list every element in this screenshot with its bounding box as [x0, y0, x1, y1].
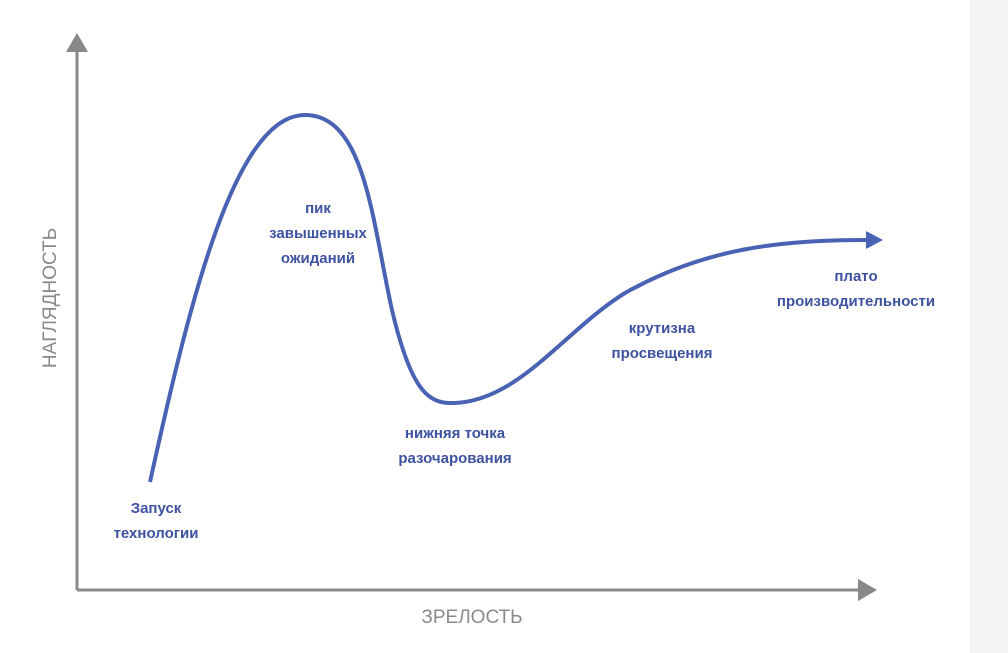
x-axis-label: ЗРЕЛОСТЬ — [421, 607, 522, 628]
phase-label: плато — [834, 268, 877, 285]
phase-label: просвещения — [612, 345, 713, 362]
y-arrow — [66, 33, 88, 52]
phase-label: разочарования — [398, 450, 511, 467]
phase-label: производительности — [777, 293, 935, 310]
phase-label: пик — [305, 200, 331, 217]
curve-arrow — [866, 231, 883, 249]
phase-label: завышенных — [269, 225, 367, 242]
phase-label: Запуск — [131, 500, 182, 517]
y-axis-label: НАГЛЯДНОСТЬ — [40, 228, 61, 368]
hype-curve — [148, 112, 869, 483]
phase-labels: Запуск технологии пик завышенных ожиданий ниж… — [114, 200, 936, 542]
phase-label: нижняя точка — [405, 425, 506, 442]
phase-label: крутизна — [629, 320, 696, 337]
side-strip — [970, 0, 1008, 653]
phase-label: ожиданий — [281, 250, 355, 267]
x-arrow — [858, 579, 877, 601]
phase-label: технологии — [114, 525, 199, 542]
